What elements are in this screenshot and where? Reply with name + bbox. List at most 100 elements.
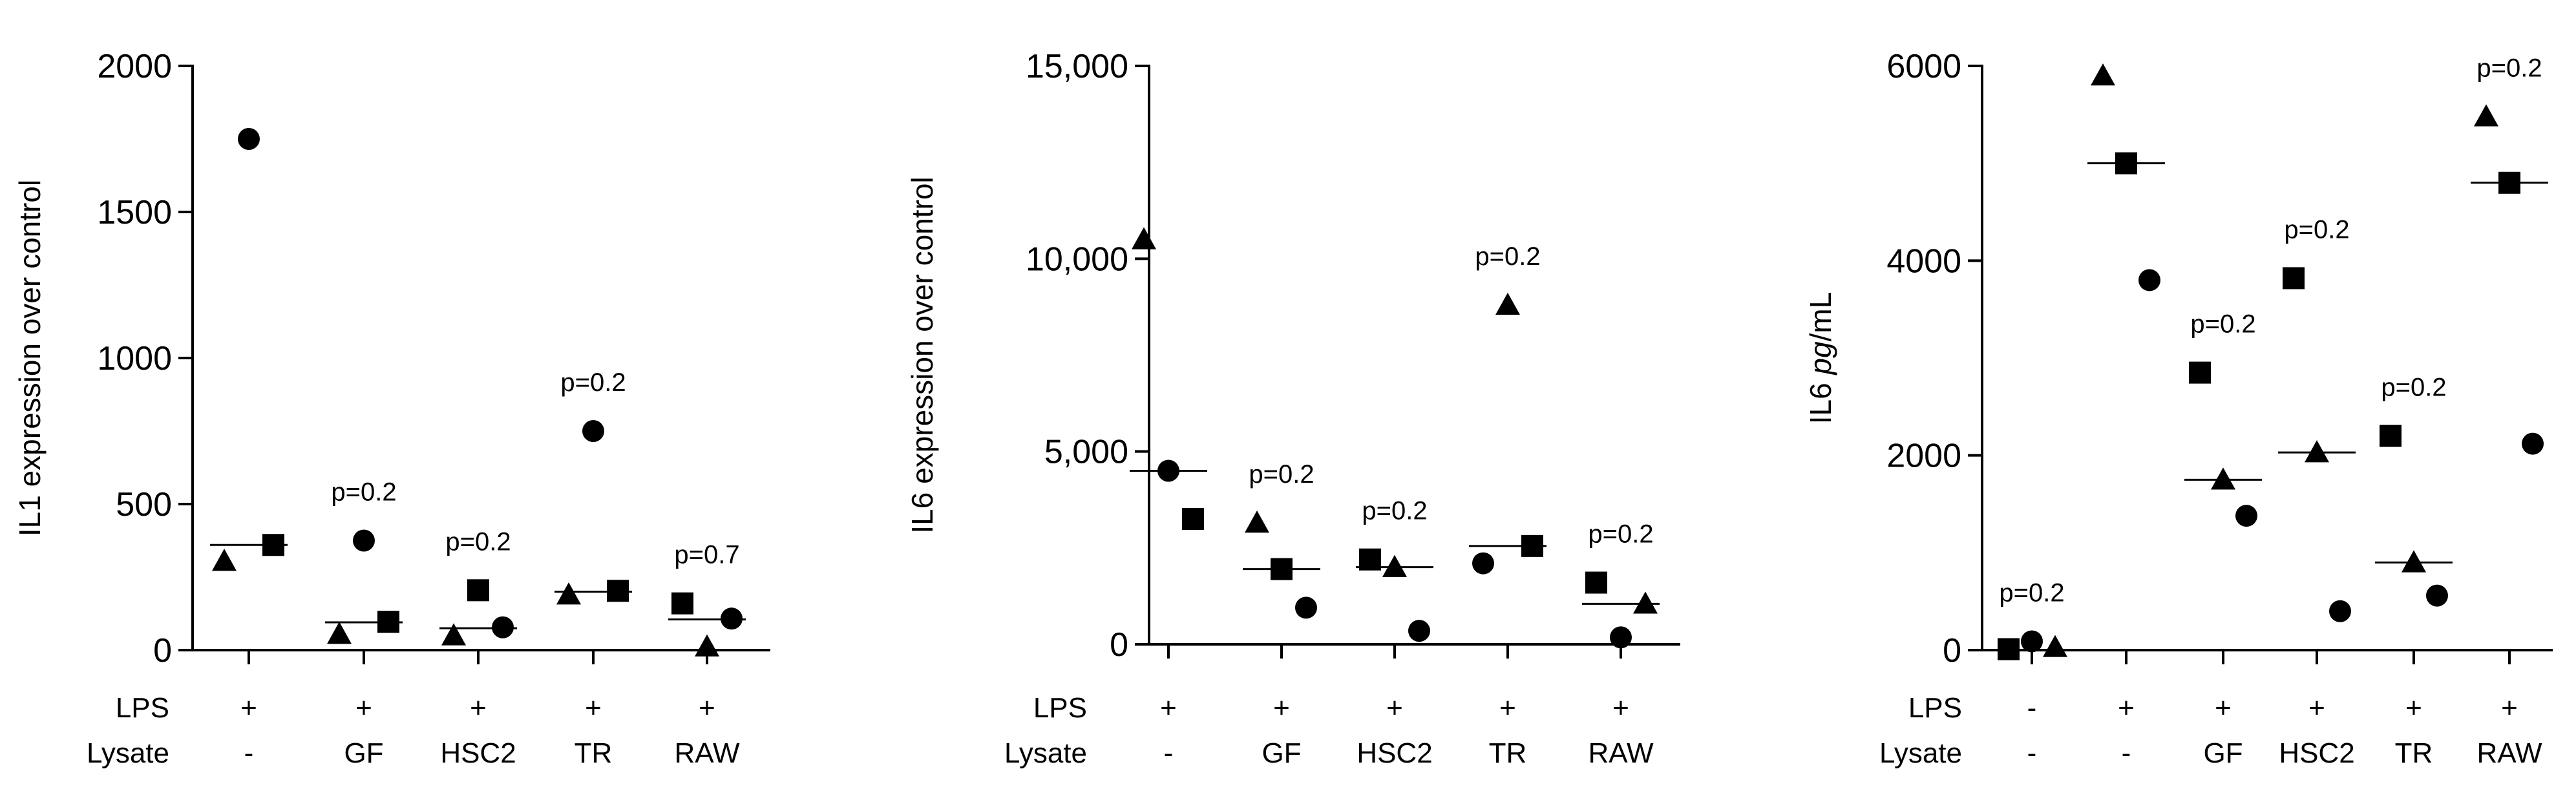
data-point-triangle bbox=[2043, 635, 2067, 657]
data-point-triangle bbox=[1382, 554, 1407, 577]
data-point-square bbox=[2498, 171, 2520, 194]
lps-label: + bbox=[1386, 692, 1403, 724]
lps-label: + bbox=[2118, 692, 2135, 724]
data-point-square bbox=[377, 611, 399, 633]
lysate-label: HSC2 bbox=[2279, 737, 2354, 769]
lps-label: + bbox=[1499, 692, 1516, 724]
data-point-square bbox=[467, 579, 489, 602]
p-value-label: p=0.2 bbox=[560, 368, 626, 397]
y-tick-label: 4000 bbox=[1886, 242, 1961, 280]
lysate-label: TR bbox=[2395, 737, 2433, 769]
p-value-label: p=0.2 bbox=[1588, 520, 1653, 549]
data-point-triangle bbox=[556, 582, 581, 605]
lysate-label: GF bbox=[2203, 737, 2243, 769]
lps-label: + bbox=[1160, 692, 1177, 724]
data-marks: - - p=0.2 + - + GF p=0.2 + HSC2 p=0.2 + TR p=0.2 + RAW p… bbox=[1993, 54, 2548, 769]
data-point-circle bbox=[2522, 432, 2544, 455]
data-point-triangle bbox=[2091, 63, 2115, 86]
y-tick-label: 1500 bbox=[97, 194, 172, 231]
lps-label: + bbox=[585, 692, 602, 724]
lysate-label: RAW bbox=[2476, 737, 2542, 769]
lps-label: + bbox=[1273, 692, 1290, 724]
row-label-lysate: Lysate bbox=[87, 737, 169, 769]
lysate-label: - bbox=[1164, 737, 1174, 769]
data-point-triangle bbox=[2211, 467, 2235, 490]
y-axis-label: IL1 expression over control bbox=[13, 180, 47, 536]
lps-label: + bbox=[2501, 692, 2518, 724]
data-point-circle bbox=[2426, 584, 2448, 607]
y-tick-label: 0 bbox=[153, 632, 172, 670]
data-point-triangle bbox=[212, 549, 237, 571]
p-value-label: p=0.2 bbox=[2190, 310, 2255, 339]
lps-label: - bbox=[2027, 692, 2037, 724]
data-point-square bbox=[1359, 548, 1381, 571]
data-point-square bbox=[2189, 361, 2211, 384]
y-tick-label: 0 bbox=[1943, 632, 1961, 670]
y-tick-label: 15,000 bbox=[1026, 48, 1128, 85]
data-point-circle bbox=[2021, 630, 2043, 653]
data-point-square bbox=[2380, 425, 2402, 447]
data-point-square bbox=[262, 534, 284, 556]
y-axis-label-italic: pg bbox=[1804, 341, 1837, 376]
data-point-square bbox=[1585, 571, 1607, 594]
data-point-circle bbox=[721, 607, 743, 630]
data-point-circle bbox=[2138, 269, 2160, 291]
y-tick-label: 0 bbox=[1110, 626, 1128, 664]
y-axis-label: IL6 pg/mL bbox=[1804, 292, 1837, 425]
y-ticks: 0 5,000 10,000 15,000 bbox=[1026, 48, 1149, 664]
data-point-triangle bbox=[2474, 104, 2498, 127]
data-point-circle bbox=[1610, 626, 1632, 649]
row-label-lps: LPS bbox=[1908, 692, 1962, 724]
row-label-lysate: Lysate bbox=[1879, 737, 1962, 769]
lps-label: + bbox=[355, 692, 372, 724]
p-value-label: p=0.2 bbox=[2381, 374, 2446, 402]
lysate-label: TR bbox=[575, 737, 613, 769]
lps-label: + bbox=[1612, 692, 1629, 724]
data-point-triangle bbox=[1245, 511, 1269, 533]
data-point-square bbox=[1271, 558, 1293, 580]
panel-il6-expression-chart: 0 5,000 10,000 15,000 IL6 expression over c… bbox=[905, 48, 1680, 769]
p-value-label: p=0.2 bbox=[1999, 578, 2064, 607]
data-point-square bbox=[1182, 508, 1204, 531]
y-ticks: 0 2000 4000 6000 bbox=[1886, 48, 1982, 670]
data-point-circle bbox=[1408, 620, 1430, 642]
data-marks: + - + GF p=0.2 + HSC2 p=0.2 + TR p=0.2 + RAW p=0.7 bbox=[210, 128, 746, 769]
panel-il6-concentration-chart: 0 2000 4000 6000 IL6 pg/mL - - p=0.2 + - + GF p=0.… bbox=[1804, 48, 2553, 769]
lysate-label: RAW bbox=[1588, 737, 1653, 769]
y-axis-label-main: IL6 bbox=[1804, 375, 1837, 425]
p-value-label: p=0.2 bbox=[1475, 242, 1540, 271]
p-value-label: p=0.2 bbox=[445, 527, 511, 556]
lysate-label: GF bbox=[1262, 737, 1301, 769]
lysate-label: - bbox=[2122, 737, 2131, 769]
lysate-label: RAW bbox=[674, 737, 739, 769]
lysate-label: - bbox=[2027, 737, 2037, 769]
lps-label: + bbox=[699, 692, 715, 724]
p-value-label: p=0.7 bbox=[674, 541, 739, 569]
y-ticks: 0 500 1000 1500 2000 bbox=[97, 48, 193, 670]
p-value-label: p=0.2 bbox=[331, 478, 396, 507]
data-point-circle bbox=[582, 420, 604, 442]
lysate-label: HSC2 bbox=[440, 737, 516, 769]
lysate-label: - bbox=[244, 737, 254, 769]
lps-label: + bbox=[2405, 692, 2422, 724]
data-point-square bbox=[607, 580, 629, 602]
data-point-square bbox=[1998, 638, 2020, 660]
panel-il1-chart: 0 500 1000 1500 2000 IL1 expression over con… bbox=[13, 48, 770, 769]
lps-label: + bbox=[470, 692, 487, 724]
y-tick-label: 10,000 bbox=[1026, 240, 1128, 278]
y-axis-label: IL6 expression over control bbox=[905, 176, 939, 533]
lps-label: + bbox=[240, 692, 257, 724]
lps-label: + bbox=[2215, 692, 2232, 724]
data-point-triangle bbox=[1495, 292, 1520, 315]
lysate-label: HSC2 bbox=[1357, 737, 1432, 769]
p-value-label: p=0.2 bbox=[1249, 460, 1314, 489]
data-point-circle bbox=[353, 529, 375, 552]
y-axis-label-unit: /mL bbox=[1804, 292, 1837, 342]
data-point-triangle bbox=[1132, 227, 1156, 249]
lysate-label: GF bbox=[344, 737, 383, 769]
row-label-lps: LPS bbox=[116, 692, 169, 724]
data-point-square bbox=[2115, 152, 2137, 174]
p-value-label: p=0.2 bbox=[2476, 54, 2542, 82]
data-point-circle bbox=[1472, 552, 1494, 575]
